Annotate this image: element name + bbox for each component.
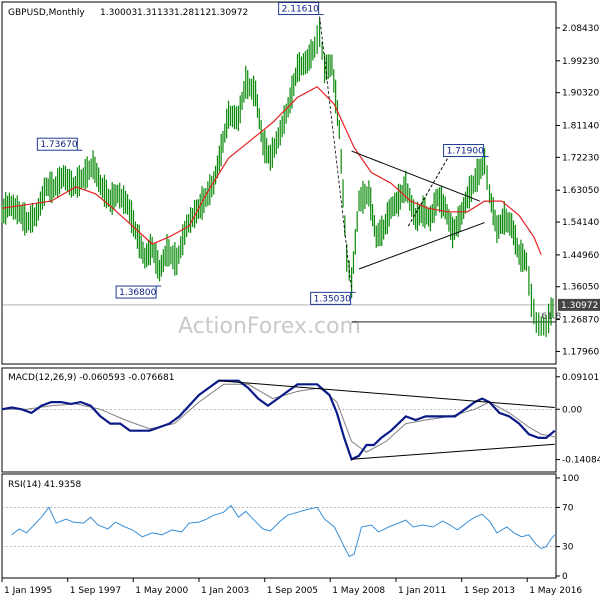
price-annotations: 2.11610 1.73670 1.36800 1.35030 1.71900 61.8 [36, 2, 562, 322]
x-tick-label: 1 Sep 2013 [464, 586, 515, 596]
chart-frame [1, 1, 557, 579]
ohlc-open: 1.30003 [100, 8, 137, 18]
last-price-tag: 1.30972 [558, 298, 600, 311]
x-tick-label: 1 May 2000 [135, 586, 188, 596]
watermark: ActionForex.com [178, 314, 361, 339]
price-trendline [358, 222, 485, 270]
price-axis: 2.08430 1.99230 1.90320 1.81140 1.72230 1.630… [556, 24, 599, 357]
macd-trendline [218, 380, 555, 408]
panel-border-0 [1, 1, 557, 365]
x-tick-label: 1 Sep 2005 [267, 586, 318, 596]
price-tick-label: 1.17960 [562, 347, 599, 357]
macd-line [1, 379, 556, 461]
macd-trendline [351, 443, 555, 460]
ohlc-high: 1.31133 [137, 8, 174, 18]
rsi-axis: 100 70 30 0 [556, 474, 579, 582]
x-tick-label: 1 Jan 1995 [4, 586, 52, 596]
macd-tick-label: 0.00 [562, 405, 582, 415]
rsi-title: RSI(14) 41.9358 [8, 480, 81, 490]
price-label-text: 1.36800 [119, 288, 156, 298]
price-tick-label: 1.81140 [562, 121, 599, 131]
macd-panel: MACD(12,26,9) -0.060593 -0.076681 0.0910… [1, 373, 600, 466]
price-label-box [278, 2, 320, 16]
macd-title: MACD(12,26,9) -0.060593 -0.076681 [8, 373, 174, 383]
macd-tick-label: 0.091015 [562, 373, 600, 383]
rsi-tick-label: 0 [562, 572, 568, 582]
price-series [1, 16, 556, 338]
fib-label: 61.8 [541, 312, 561, 322]
price-tick-label: 1.90320 [562, 89, 599, 99]
price-tick-label: 2.08430 [562, 24, 599, 34]
ohlc-low: 1.28112 [174, 8, 211, 18]
price-label-text: 1.71900 [447, 147, 484, 157]
last-price-box [558, 298, 600, 311]
price-label-box [36, 137, 78, 151]
price-tick-label: 1.36050 [562, 283, 599, 293]
macd-tick-label: -0.140843 [562, 456, 600, 466]
rsi-tick-label: 30 [562, 543, 574, 553]
macd-axis: 0.091015 0.00 -0.140843 [556, 373, 600, 466]
ohlc-close: 1.30972 [211, 8, 248, 18]
price-tick-label: 1.54140 [562, 218, 599, 228]
rsi-tick-label: 70 [562, 503, 574, 513]
rsi-line [11, 504, 556, 558]
macd-series [1, 379, 556, 461]
x-tick-label: 1 Jan 2003 [201, 586, 249, 596]
panel-border-1 [1, 367, 557, 473]
price-tick-label: 1.63050 [562, 186, 599, 196]
moving-average-line [1, 85, 542, 255]
price-tick-label: 1.72230 [562, 153, 599, 163]
price-trendline [351, 150, 480, 202]
last-price-label: 1.30972 [561, 301, 598, 311]
x-tick-label: 1 Sep 1997 [70, 586, 121, 596]
price-label-box [115, 285, 157, 299]
price-tick-label: 1.99230 [562, 57, 599, 67]
price-label-text: 2.11610 [282, 5, 319, 15]
x-tick-label: 1 May 2016 [529, 586, 582, 596]
swing-dashed-line [319, 16, 353, 291]
price-tick-label: 1.44960 [562, 251, 599, 261]
rsi-tick-label: 100 [562, 474, 579, 484]
price-label-box [310, 291, 352, 305]
price-title: GBPUSD,Monthly [8, 8, 85, 18]
price-tick-label: 1.26870 [562, 316, 599, 326]
price-panel: GBPUSD,Monthly 1.30003 1.31133 1.28112 1… [1, 2, 600, 357]
rsi-series [2, 504, 556, 558]
x-tick-label: 1 May 2008 [332, 586, 385, 596]
price-label-text: 1.73670 [40, 140, 77, 150]
x-axis: 1 Jan 1995 1 Sep 1997 1 May 2000 1 Jan 2003… [1, 578, 582, 596]
price-label-box [443, 144, 485, 158]
price-label-text: 1.35030 [314, 294, 351, 304]
panel-border-2 [1, 473, 557, 579]
x-tick-label: 1 Jan 2011 [398, 586, 446, 596]
macd-signal-line [2, 383, 555, 453]
rsi-panel: RSI(14) 41.9358 100 70 30 0 [2, 474, 579, 582]
price-trendline [407, 157, 449, 227]
